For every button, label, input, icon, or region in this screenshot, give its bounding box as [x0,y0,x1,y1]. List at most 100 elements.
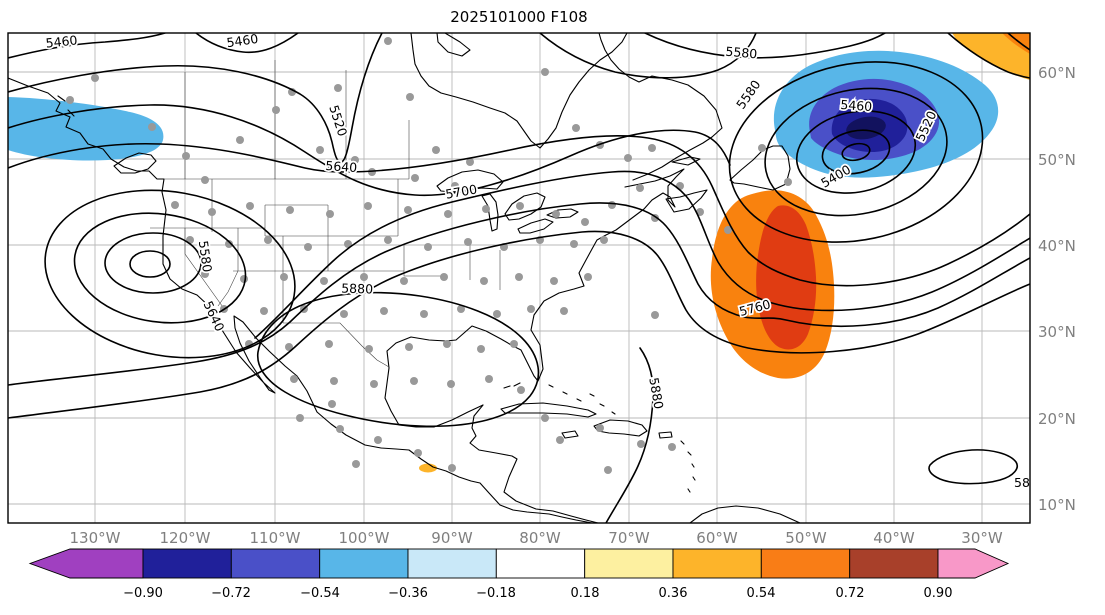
x-tick: 100°W [339,529,390,547]
station-dot [482,205,490,213]
station-dot [570,240,578,248]
x-tick: 130°W [70,529,121,547]
colorbar-tick: −0.36 [388,586,428,601]
station-dot [448,464,456,472]
shade-corner-positive-gold [952,33,1030,80]
colorbar-tick: −0.90 [123,586,163,601]
station-dot [325,340,333,348]
station-dot [364,202,372,210]
contour-label: 5700 [444,181,478,201]
contour-5460-b [195,33,299,54]
station-dot [556,436,564,444]
station-dot [405,343,413,351]
station-dot [201,176,209,184]
contour-atl-low-5400 [821,129,891,175]
station-dot [148,123,156,131]
contour-atl-low-5460 [795,110,917,194]
station-dot [480,277,488,285]
island-vancouver [113,152,157,174]
contour-corner-b [1007,33,1030,51]
station-dot [493,310,501,318]
shade-pacific-negative [8,97,164,161]
contour-label: 5460 [226,31,260,50]
y-tick: 20°N [1038,410,1076,428]
contour-5880-ridge [256,291,540,428]
station-dot [285,343,293,351]
station-dot [636,184,644,192]
colorbar-seg-pos4 [849,548,939,579]
station-dot [784,178,792,186]
station-dot [351,156,359,164]
colorbar-tick: 0.90 [924,586,953,601]
x-tick: 90°W [431,529,473,547]
contours [8,33,1030,523]
station-dot [326,210,334,218]
colorbar-tick: −0.54 [300,586,340,601]
state-borders [150,60,501,368]
colorbar-seg-zero [495,548,586,579]
plot-title: 2025101000 F108 [450,8,587,26]
colorbar-seg-pos1 [584,548,674,579]
contour-label: 5640 [201,299,228,334]
station-dot [360,273,368,281]
station-dot [236,136,244,144]
contour-5520-trough [8,33,383,163]
contour-label: 5580 [196,240,215,274]
station-dot [380,307,388,315]
station-dot [272,106,280,114]
lake-ontario [546,208,579,219]
shade-corner-positive-orange [1002,33,1030,54]
y-tick: 10°N [1038,496,1076,514]
contour-label: 5880 [646,376,666,410]
station-dot [66,96,74,104]
island-puerto-rico [658,431,673,439]
contour-5880-southeast [928,449,1018,485]
colorbar-tick-labels: −0.90 −0.72 −0.54 −0.36 −0.18 0.18 0.36 … [123,586,952,601]
x-tick: 60°W [696,529,738,547]
contour-atl-low-inner [841,142,871,162]
station-dot [280,273,288,281]
station-dot [182,152,190,160]
station-dot [550,277,558,285]
station-dot [344,240,352,248]
coast-caribbean-side [469,404,599,523]
station-dot [515,273,523,281]
station-dot [424,243,432,251]
station-dot [758,144,766,152]
coast-anticosti [671,156,701,166]
contour-5820-main [8,230,1030,419]
colorbar-arrow-left [28,548,144,579]
station-dot [411,174,419,182]
lake-erie [517,218,554,234]
y-tick: 30°N [1038,323,1076,341]
station-dot [584,273,592,281]
station-dot [406,93,414,101]
station-dot [560,307,568,315]
station-dot [608,201,616,209]
station-dot [365,345,373,353]
station-dot [477,345,485,353]
station-dot [624,154,632,162]
station-dot [466,158,474,166]
station-dot [201,270,209,278]
station-dot [296,414,304,422]
station-dot [510,340,518,348]
x-tick: 110°W [250,529,301,547]
coast-west-pacific [8,77,593,523]
colorbar-tick: −0.72 [211,586,251,601]
lake-huron [504,192,546,221]
station-dot [404,206,412,214]
station-dot [447,380,455,388]
colorbar-tick: 0.36 [659,586,688,601]
station-dot [541,68,549,76]
contour-label: 5460 [840,97,873,114]
contour-label-clipped: 5880 [1014,475,1046,490]
station-dot [352,460,360,468]
coast-newfoundland [729,145,791,191]
station-dot [374,436,382,444]
x-tick: 80°W [519,529,561,547]
station-dot [240,275,248,283]
x-tick: 50°W [785,529,827,547]
